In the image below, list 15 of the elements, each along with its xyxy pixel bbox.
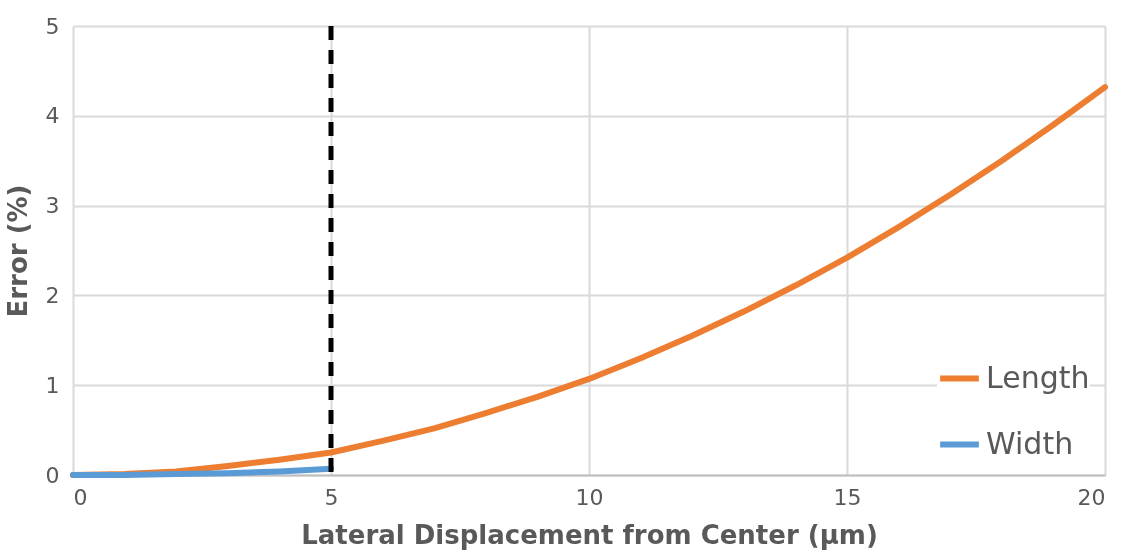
legend-label: Length: [986, 359, 1090, 395]
x-axis-title: Lateral Displacement from Center (µm): [301, 519, 878, 550]
x-tick-label: 15: [833, 484, 862, 510]
x-tick-label: 10: [575, 484, 604, 510]
x-tick-label: 20: [1077, 484, 1106, 510]
x-tick-label: 5: [324, 484, 339, 510]
y-tick-label: 1: [45, 372, 60, 398]
legend-label: Width: [986, 425, 1074, 461]
y-tick-label: 2: [45, 282, 60, 308]
y-tick-label: 5: [45, 13, 60, 39]
y-tick-label: 0: [45, 462, 60, 488]
x-tick-label: 0: [73, 484, 88, 510]
y-tick-label: 3: [45, 193, 60, 219]
y-tick-label: 4: [45, 103, 60, 129]
y-axis-title: Error (%): [2, 184, 33, 318]
